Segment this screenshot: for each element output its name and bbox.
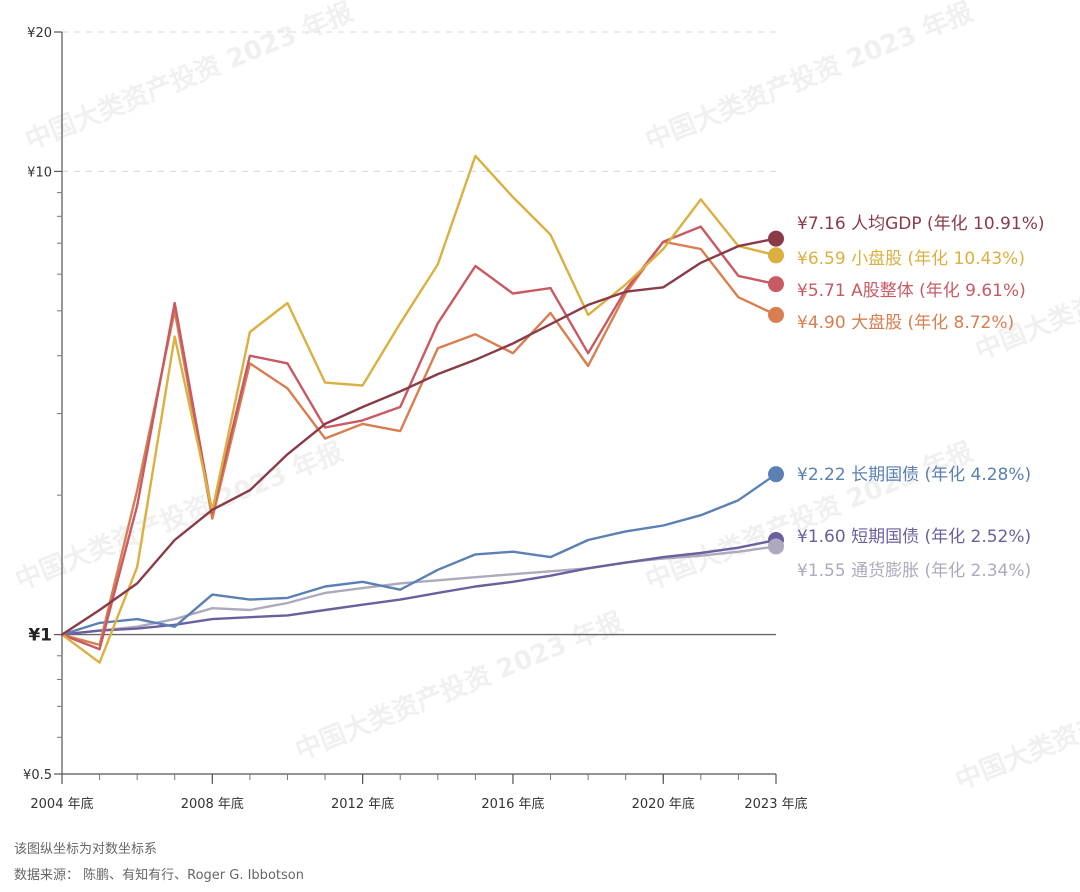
series-line-gdp <box>60 237 778 636</box>
y-tick-label: ¥10 <box>27 165 52 180</box>
chart-series <box>60 154 778 664</box>
x-tick-label: 2016 年底 <box>481 796 544 812</box>
y-tick-label: ¥0.5 <box>23 768 52 783</box>
y-tick-label: ¥1 <box>28 626 52 646</box>
legend-label-shortbond: ¥1.60 短期国债 (年化 2.52%) <box>797 527 1031 547</box>
watermark-layer: 中国大类资产投资 2023 年报 中国大类资产投资 2023 年报中国大类资产投资… <box>11 0 1080 796</box>
watermark-text: 中国大类资产投资 2023 年报 <box>291 606 628 766</box>
chart-axes <box>61 32 776 775</box>
series-end-marker-ashare <box>768 276 784 293</box>
x-tick-label: 2023 年底 <box>744 796 807 812</box>
series-end-marker-gdp <box>768 230 784 247</box>
watermark-text: 中国大类资产投资 2023 年报 <box>641 0 978 156</box>
series-line-longbond <box>60 473 778 636</box>
series-end-marker-longbond <box>768 466 784 483</box>
chart-legend: ¥7.16 人均GDP (年化 10.91%) ¥6.59 小盘股 (年化 10.… <box>768 214 1044 581</box>
legend-label-small: ¥6.59 小盘股 (年化 10.43%) <box>797 249 1025 269</box>
series-end-marker-small <box>768 247 784 264</box>
legend-label-inflation: ¥1.55 通货膨胀 (年化 2.34%) <box>797 561 1031 581</box>
footnote-source: 数据来源： 陈鹏、有知有行、Roger G. Ibbotson <box>14 868 304 883</box>
x-tick-label: 2012 年底 <box>331 796 394 812</box>
series-line-ashare <box>60 225 778 651</box>
footnote-log-scale: 该图纵坐标为对数坐标系 <box>14 842 158 857</box>
series-line-small <box>60 154 778 664</box>
y-tick-label: ¥20 <box>27 26 52 41</box>
x-tick-label: 2020 年底 <box>632 796 695 812</box>
legend-label-ashare: ¥5.71 A股整体 (年化 9.61%) <box>797 281 1026 301</box>
chart-gridlines <box>62 31 776 172</box>
chart-ticks: ¥20 ¥10 ¥1 ¥0.5 2004 年底 2008 年底 2012 年底 2016 年底… <box>23 26 808 812</box>
watermark-text: 中国大类资产投资 2023 年报 <box>951 636 1080 796</box>
series-end-marker-inflation <box>768 538 784 555</box>
legend-label-gdp: ¥7.16 人均GDP (年化 10.91%) <box>797 214 1044 234</box>
series-line-shortbond <box>60 538 778 636</box>
x-tick-label: 2008 年底 <box>181 796 244 812</box>
x-tick-label: 2004 年底 <box>30 796 93 812</box>
series-end-marker-large <box>768 306 784 323</box>
legend-label-longbond: ¥2.22 长期国债 (年化 4.28%) <box>797 465 1031 485</box>
watermark-text: 中国大类资产投资 2023 年报 <box>21 0 358 156</box>
legend-label-large: ¥4.90 大盘股 (年化 8.72%) <box>797 313 1014 333</box>
